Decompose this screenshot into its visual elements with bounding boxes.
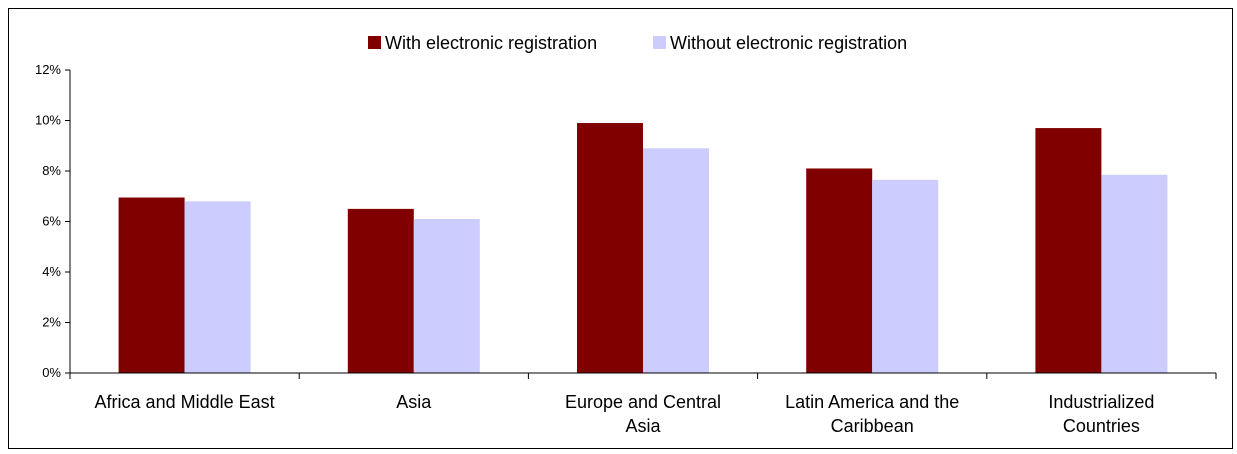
bar-with-4	[1035, 128, 1102, 373]
legend-swatch	[653, 36, 666, 49]
x-category-label: Europe and Central Asia	[565, 392, 721, 436]
x-axis: Africa and Middle East Asia Europe and Cen…	[69, 372, 1217, 436]
bar-with-2	[577, 123, 643, 374]
x-category-label-line: Countries	[1063, 416, 1140, 436]
x-category-label: Africa and Middle East	[95, 392, 275, 412]
x-category-label-line: Industrialized	[1048, 392, 1154, 412]
x-category-label-line: Africa and Middle East	[95, 392, 275, 412]
chart-legend: With electronic registration Without elec…	[368, 33, 907, 53]
bar-without-3	[872, 179, 939, 373]
x-category-label: Asia	[396, 392, 432, 412]
bar-with-3	[806, 168, 873, 373]
y-tick-label: 8%	[42, 163, 61, 178]
bar-without-2	[643, 148, 709, 373]
legend-item-with: With electronic registration	[368, 33, 597, 53]
x-category-label: Latin America and the Caribbean	[785, 392, 959, 436]
x-category-label-line: Europe and Central	[565, 392, 721, 412]
y-tick-label: 2%	[42, 315, 61, 330]
legend-label: Without electronic registration	[670, 33, 907, 53]
y-tick-label: 6%	[42, 214, 61, 229]
x-category-label-line: Asia	[396, 392, 432, 412]
x-category-label-line: Latin America and the	[785, 392, 959, 412]
bar-without-0	[184, 201, 251, 373]
y-tick-label: 10%	[35, 113, 61, 128]
bar-with-1	[347, 208, 414, 373]
bar-without-4	[1101, 174, 1168, 373]
legend-label: With electronic registration	[385, 33, 597, 53]
bars	[118, 123, 1168, 374]
bar-without-1	[413, 218, 480, 373]
legend-item-without: Without electronic registration	[653, 33, 907, 53]
x-category-label: Industrialized Countries	[1048, 392, 1154, 436]
y-axis: 0% 2% 4% 6% 8% 10% 12%	[35, 62, 71, 380]
legend-swatch	[368, 36, 381, 49]
y-tick-label: 12%	[35, 62, 61, 77]
x-category-label-line: Caribbean	[831, 416, 914, 436]
x-category-label-line: Asia	[625, 416, 661, 436]
y-tick-label: 4%	[42, 264, 61, 279]
y-tick-label: 0%	[42, 365, 61, 380]
bar-with-0	[118, 197, 185, 373]
